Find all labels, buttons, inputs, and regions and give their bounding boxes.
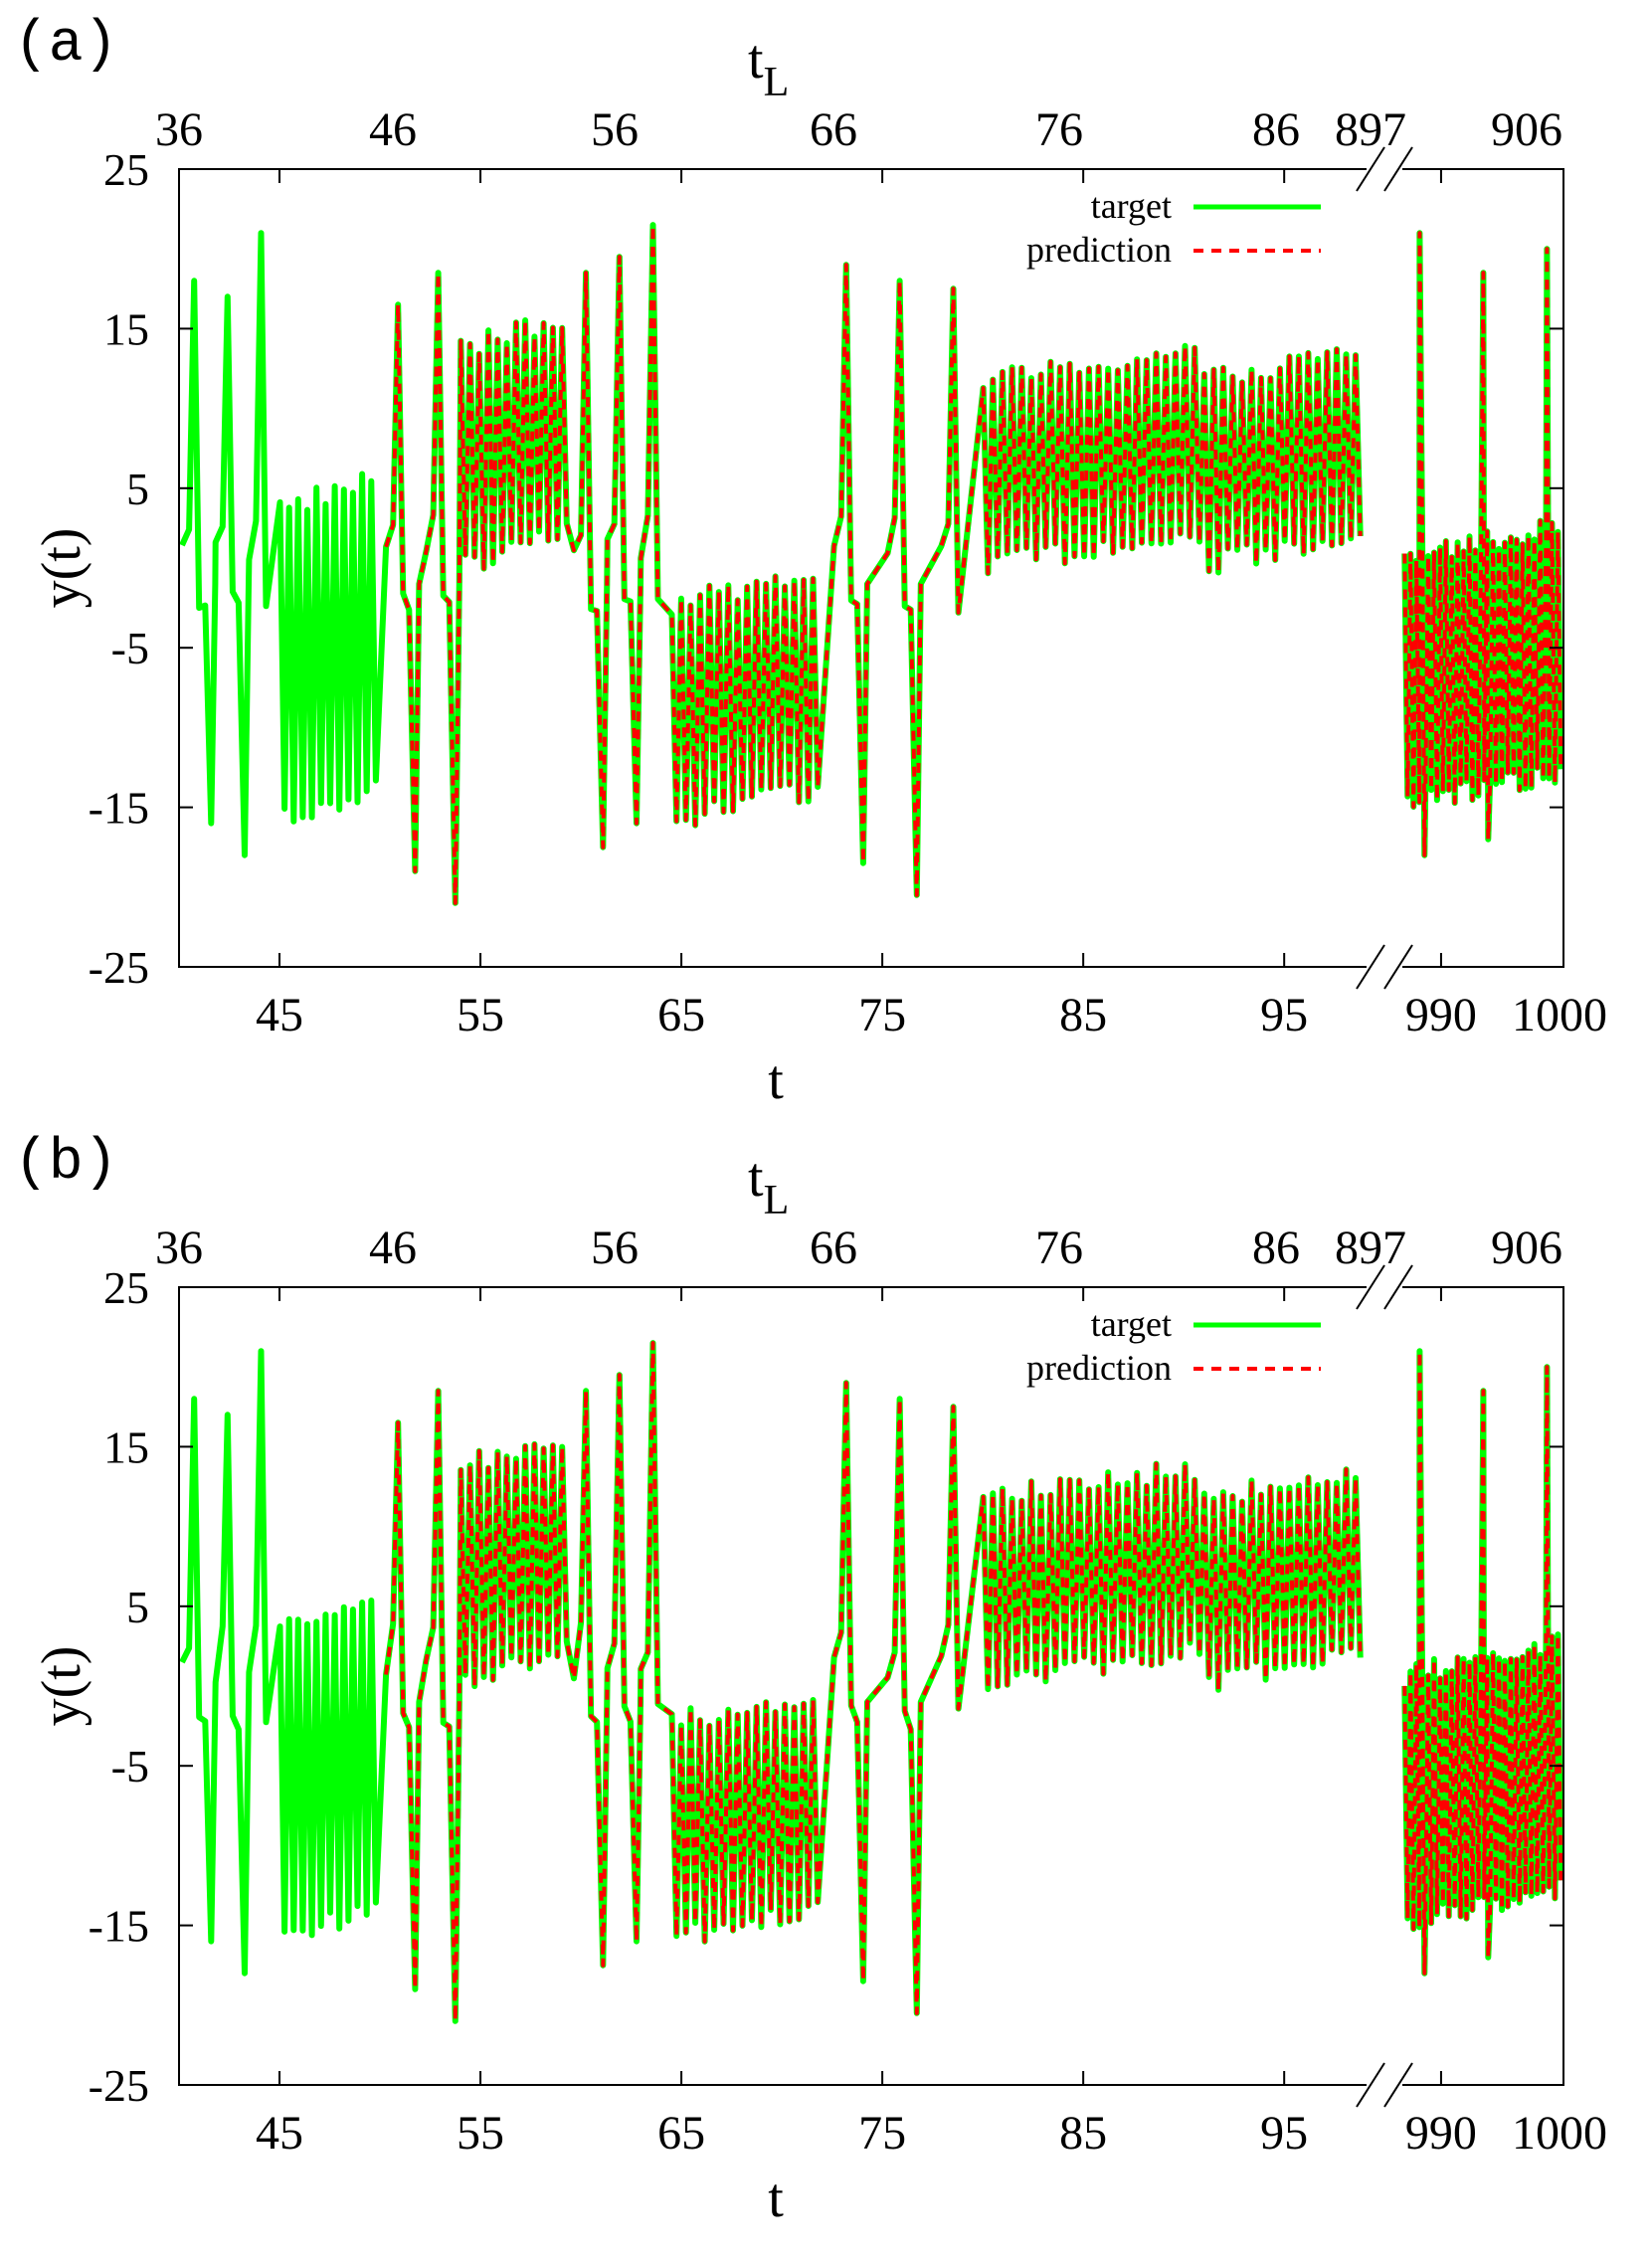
y-tick-label: -25 bbox=[89, 942, 149, 993]
x2-tick-label: 36 bbox=[155, 103, 203, 156]
x-axis-title: t bbox=[768, 2168, 784, 2229]
series-line-prediction-seg0 bbox=[384, 223, 1363, 905]
axis-break-mark-bottom-1 bbox=[1383, 944, 1413, 990]
y-tick-label: -5 bbox=[111, 623, 149, 673]
y-tick-label: -15 bbox=[89, 783, 149, 834]
y-tick-label: 5 bbox=[126, 1582, 149, 1632]
panel-b: -25 -15 -5 5 15 25 45 55 65 75 85 95 990 1000 36 46 56 66… bbox=[14, 1131, 1607, 2229]
panel-a: -25 -15 -5 5 15 25 45 55 65 75 85 95 990 1000 36 46 56 66… bbox=[14, 13, 1607, 1111]
x-tick-label: 990 bbox=[1405, 989, 1477, 1041]
x2-tick-label: 36 bbox=[155, 1222, 203, 1274]
x-tick-label: 990 bbox=[1405, 2107, 1477, 2160]
x-tick-label: 1000 bbox=[1512, 2107, 1607, 2160]
x-tick-label: 75 bbox=[858, 989, 906, 1041]
x-tick-label: 45 bbox=[256, 2107, 303, 2160]
y-tick-label: -5 bbox=[111, 1741, 149, 1792]
panel-label: (a) bbox=[14, 13, 117, 78]
x2-tick-label: 66 bbox=[810, 103, 857, 156]
x2-tick-label: 56 bbox=[591, 1222, 639, 1274]
y-tick-label: 25 bbox=[103, 1262, 149, 1313]
plot-area bbox=[179, 222, 1563, 906]
axis-break-mark-top-0 bbox=[1356, 146, 1385, 192]
y-tick-label: 15 bbox=[103, 303, 149, 354]
x2-tick-label: 86 bbox=[1252, 103, 1300, 156]
x-tick-label: 55 bbox=[457, 989, 504, 1041]
x-tick-label: 95 bbox=[1260, 989, 1308, 1041]
axis-break-mark-top-1 bbox=[1383, 146, 1413, 192]
x2-axis-title: tL bbox=[748, 29, 789, 105]
x-tick-label: 75 bbox=[858, 2107, 906, 2160]
x-tick-label: 45 bbox=[256, 989, 303, 1041]
x2-tick-label: 897 bbox=[1335, 1222, 1406, 1274]
x2-tick-label: 906 bbox=[1491, 1222, 1562, 1274]
plot-frame bbox=[178, 168, 1564, 968]
x2-tick-label: 906 bbox=[1491, 103, 1562, 156]
x2-axis-title: tL bbox=[748, 1147, 789, 1224]
y-axis-title: y(t) bbox=[31, 1646, 92, 1727]
plot-area bbox=[179, 1340, 1563, 2024]
axis-break-mark-top-1 bbox=[1383, 1264, 1413, 1310]
x-tick-label: 85 bbox=[1059, 2107, 1107, 2160]
x-tick-label: 55 bbox=[457, 2107, 504, 2160]
axis-break-mark-bottom-0 bbox=[1356, 944, 1385, 990]
y-tick-label: 15 bbox=[103, 1421, 149, 1472]
x2-tick-label: 897 bbox=[1335, 103, 1406, 156]
x-tick-label: 1000 bbox=[1512, 989, 1607, 1041]
x-tick-label: 65 bbox=[657, 2107, 705, 2160]
legend-label-target: target bbox=[1091, 1304, 1172, 1344]
x2-tick-label: 46 bbox=[369, 1222, 417, 1274]
x-axis-title: t bbox=[768, 1049, 784, 1111]
series-line-prediction-seg0 bbox=[384, 1341, 1363, 2023]
legend-label-prediction: prediction bbox=[1026, 230, 1172, 270]
x2-tick-label: 76 bbox=[1035, 1222, 1083, 1274]
y-axis-title: y(t) bbox=[31, 528, 92, 609]
x-tick-label: 85 bbox=[1059, 989, 1107, 1041]
legend-label-target: target bbox=[1091, 186, 1172, 226]
y-tick-label: -15 bbox=[89, 1901, 149, 1952]
series-line-prediction-seg1 bbox=[1402, 1349, 1563, 1976]
series-line-target-seg0 bbox=[179, 1340, 1364, 2024]
x-tick-label: 95 bbox=[1260, 2107, 1308, 2160]
series-line-prediction-seg1 bbox=[1402, 231, 1563, 857]
series-line-target-seg0 bbox=[179, 222, 1364, 906]
y-tick-label: 25 bbox=[103, 144, 149, 195]
x-tick-label: 65 bbox=[657, 989, 705, 1041]
axis-break-mark-top-0 bbox=[1356, 1264, 1385, 1310]
axis-break-mark-bottom-0 bbox=[1356, 2062, 1385, 2108]
plot-frame bbox=[178, 1286, 1564, 2086]
x2-tick-label: 86 bbox=[1252, 1222, 1300, 1274]
panel-label: (b) bbox=[14, 1131, 117, 1196]
axis-break-mark-bottom-1 bbox=[1383, 2062, 1413, 2108]
y-tick-label: 5 bbox=[126, 464, 149, 514]
x2-tick-label: 66 bbox=[810, 1222, 857, 1274]
x2-tick-label: 46 bbox=[369, 103, 417, 156]
x2-tick-label: 56 bbox=[591, 103, 639, 156]
x2-tick-label: 76 bbox=[1035, 103, 1083, 156]
legend-label-prediction: prediction bbox=[1026, 1348, 1172, 1388]
y-tick-label: -25 bbox=[89, 2060, 149, 2111]
